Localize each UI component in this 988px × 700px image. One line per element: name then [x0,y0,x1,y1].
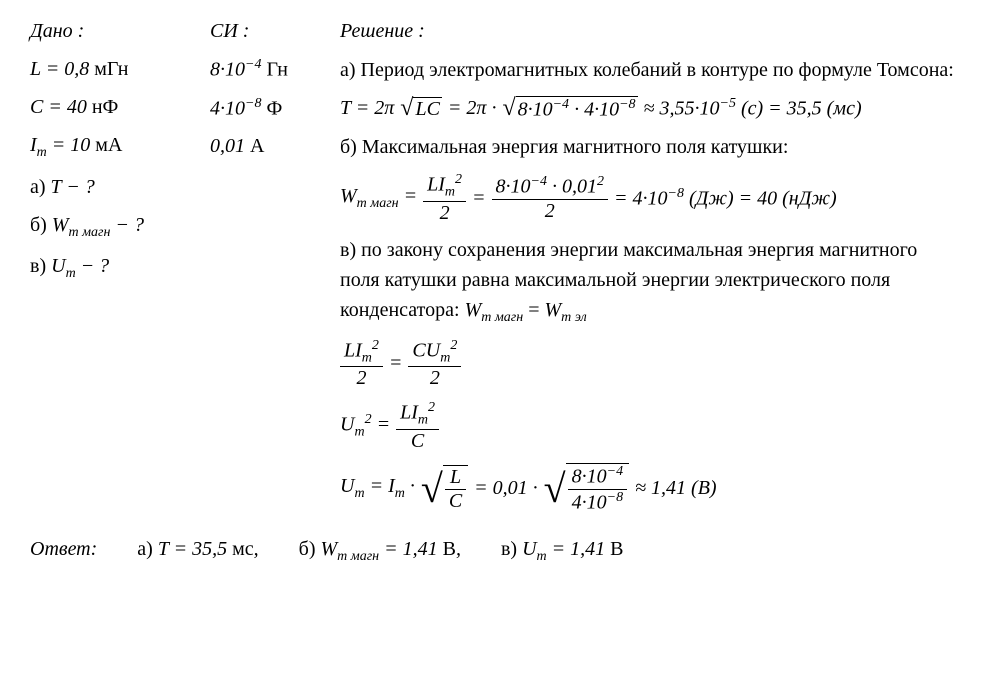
given-Im: Im = 10 мА [30,131,190,163]
part-c-eq3: Um2 = LIm2C [340,400,958,453]
part-b-formula: Wm магн = LIm22 = 8·10−4 · 0,0122 = 4·10… [340,172,958,225]
part-c-eq4: Um = Im · √LC = 0,01 · √8·10−44·10−8 ≈ 1… [340,463,958,514]
question-b: б) Wm магн − ? [30,211,190,243]
part-c-text: в) по закону сохранения энергии максимал… [340,235,958,328]
question-c: в) Um − ? [30,252,190,284]
si-heading: СИ : [210,20,320,43]
si-L: 8·10−4 Гн [210,55,320,84]
question-a: а) T − ? [30,173,190,201]
answer-c: в) Um = 1,41 В [501,538,624,565]
answer-label: Ответ: [30,538,97,565]
si-Im: 0,01 А [210,132,320,160]
part-a-text: а) Период электромагнитных колебаний в к… [340,55,958,85]
solution-heading: Решение : [340,20,958,43]
answer-a: а) T = 35,5 мс, [137,538,258,565]
answer-b: б) Wm магн = 1,41 В, [299,538,461,565]
part-a-formula: T = 2π √LC = 2π · √8·10−4 · 4·10−8 ≈ 3,5… [340,95,958,122]
given-heading: Дано : [30,20,190,43]
part-c-eq2: LIm22 = CUm22 [340,338,958,391]
si-column: СИ : 8·10−4 Гн 4·10−8 Ф 0,01 А [210,20,320,524]
given-column: Дано : L = 0,8 мГн C = 40 нФ Im = 10 мА … [30,20,190,524]
part-c-text-body: в) по закону сохранения энергии максимал… [340,239,917,321]
answer-row: Ответ: а) T = 35,5 мс, б) Wm магн = 1,41… [30,538,958,565]
problem-layout: Дано : L = 0,8 мГн C = 40 нФ Im = 10 мА … [30,20,958,524]
given-C: C = 40 нФ [30,93,190,121]
part-b-text: б) Максимальная энергия магнитного поля … [340,132,958,162]
si-C: 4·10−8 Ф [210,94,320,123]
solution-column: Решение : а) Период электромагнитных кол… [340,20,958,524]
given-L: L = 0,8 мГн [30,55,190,83]
